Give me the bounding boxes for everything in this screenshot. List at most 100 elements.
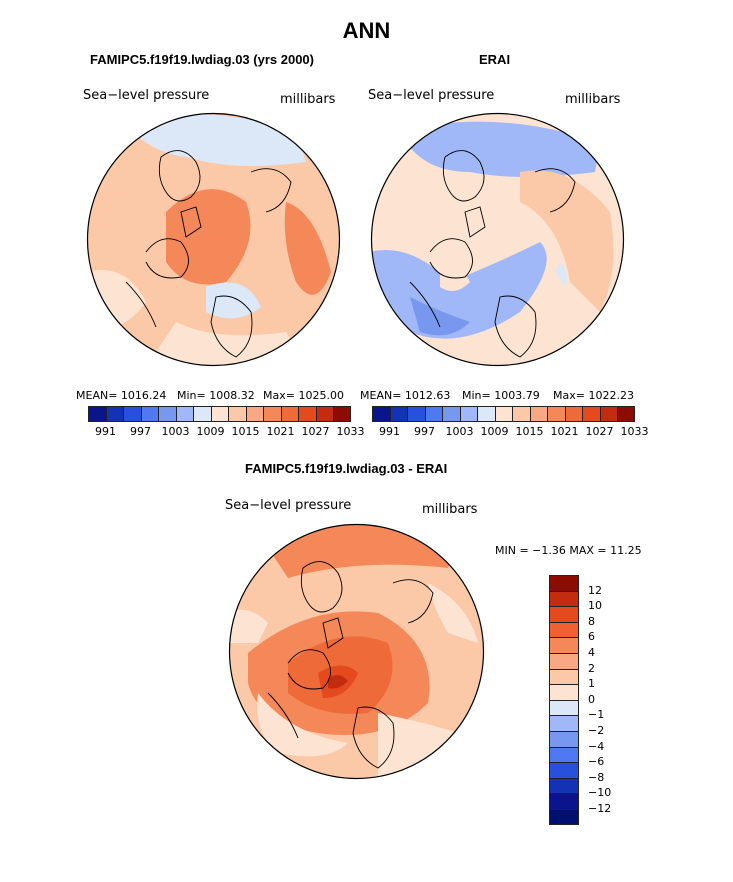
colorbar-swatch (549, 652, 579, 669)
colorbar-swatch (88, 406, 106, 422)
colorbar-swatch (228, 406, 246, 422)
colorbar-tick-label: 4 (588, 646, 595, 659)
diff-panel-units: millibars (422, 502, 478, 517)
colorbar-swatch (549, 684, 579, 700)
diff-panel-title: FAMIPC5.f19f19.lwdiag.03 - ERAI (245, 461, 448, 476)
colorbar-swatch (494, 406, 512, 422)
colorbar-tick-label: 997 (414, 425, 435, 438)
colorbar-tick-label: 991 (379, 425, 400, 438)
colorbar-tick-label: 10 (588, 599, 602, 613)
colorbar-swatch (459, 406, 477, 422)
colorbar-tick-label: 1027 (301, 425, 330, 438)
colorbar-swatch (407, 406, 425, 422)
right-mean-stat: MEAN= 1012.63 (360, 389, 451, 402)
colorbar-swatch (582, 406, 600, 422)
colorbar-swatch (617, 406, 635, 422)
colorbar-swatch (549, 777, 579, 794)
colorbar-tick-label: 1015 (515, 425, 544, 438)
colorbar-swatch (599, 406, 617, 422)
colorbar-tick-label: 1021 (550, 425, 579, 438)
colorbar-swatch (549, 590, 579, 607)
colorbar-tick-label: −8 (588, 770, 605, 784)
colorbar-swatch (512, 406, 530, 422)
colorbar-swatch (549, 621, 579, 638)
colorbar-swatch (547, 406, 565, 422)
colorbar-tick-label: 1009 (480, 425, 509, 438)
left-max-stat: Max= 1025.00 (263, 389, 344, 402)
colorbar-tick-label: 1027 (585, 425, 614, 438)
colorbar-tick-label: 8 (588, 614, 595, 628)
colorbar-swatch (549, 793, 579, 809)
right-panel-variable: Sea−level pressure (368, 88, 495, 103)
colorbar-swatch (549, 762, 579, 778)
colorbar-tick-label: 1015 (231, 425, 260, 438)
left-panel-case-title: FAMIPC5.f19f19.lwdiag.03 (yrs 2000) (90, 52, 314, 67)
diff-min-max-stat: MIN = −1.36 MAX = 11.25 (495, 544, 642, 557)
colorbar-tick-label: 1033 (336, 425, 365, 438)
left-mean-stat: MEAN= 1016.24 (76, 389, 167, 402)
colorbar-swatch (564, 406, 582, 422)
colorbar-swatch (389, 406, 407, 422)
colorbar-tick-label: −6 (588, 755, 605, 769)
colorbar-swatch (193, 406, 211, 422)
colorbar-swatch (549, 575, 579, 591)
right-colorbar (372, 406, 635, 422)
right-colorbar-labels: 991 997 1003 1009 1015 1021 1027 1033 (372, 425, 649, 439)
colorbar-swatch (372, 406, 390, 422)
colorbar-swatch (298, 406, 316, 422)
colorbar-tick-label: 1003 (445, 425, 474, 438)
colorbar-tick-label: 1021 (266, 425, 295, 438)
colorbar-swatch (175, 406, 193, 422)
right-panel-units: millibars (565, 92, 621, 107)
colorbar-tick-label: 1033 (620, 425, 649, 438)
colorbar-tick-label: 991 (95, 425, 116, 438)
colorbar-swatch (263, 406, 281, 422)
colorbar-swatch (245, 406, 263, 422)
colorbar-tick-label: −1 (588, 708, 605, 722)
colorbar-swatch (424, 406, 442, 422)
colorbar-tick-label: −2 (588, 724, 605, 737)
colorbar-tick-label: 1003 (161, 425, 190, 438)
right-panel-case-title: ERAI (479, 52, 511, 67)
colorbar-swatch (549, 606, 579, 622)
colorbar-tick-label: 6 (588, 630, 595, 644)
colorbar-swatch (158, 406, 176, 422)
colorbar-swatch (140, 406, 158, 422)
colorbar-swatch (549, 637, 579, 653)
colorbar-swatch (549, 746, 579, 763)
right-min-stat: Min= 1003.79 (462, 389, 540, 402)
colorbar-swatch (210, 406, 228, 422)
colorbar-swatch (549, 699, 579, 716)
colorbar-tick-label: 997 (130, 425, 151, 438)
figure-title: ANN (342, 18, 391, 43)
colorbar-swatch (549, 730, 579, 747)
colorbar-tick-label: −10 (588, 786, 612, 800)
diff-polar-map (228, 523, 485, 780)
colorbar-swatch (549, 715, 579, 731)
colorbar-swatch (315, 406, 333, 422)
left-colorbar (88, 406, 351, 422)
colorbar-tick-label: 1009 (196, 425, 225, 438)
diff-panel-variable: Sea−level pressure (225, 498, 352, 513)
colorbar-tick-label: 1 (588, 677, 595, 691)
colorbar-tick-label: 12 (588, 583, 602, 597)
colorbar-tick-label: −4 (588, 739, 605, 753)
colorbar-swatch (280, 406, 298, 422)
colorbar-swatch (442, 406, 460, 422)
colorbar-swatch (549, 668, 579, 685)
left-polar-map (86, 112, 341, 367)
left-panel-variable: Sea−level pressure (83, 88, 210, 103)
colorbar-tick-label: 0 (588, 692, 595, 706)
right-polar-map (370, 112, 625, 367)
colorbar-tick-label: 2 (588, 661, 595, 675)
colorbar-swatch (105, 406, 123, 422)
diff-colorbar (549, 575, 579, 825)
left-panel-units: millibars (280, 92, 336, 107)
colorbar-swatch (333, 406, 351, 422)
left-min-stat: Min= 1008.32 (177, 389, 255, 402)
left-colorbar-labels: 991 997 1003 1009 1015 1021 1027 1033 (88, 425, 365, 439)
colorbar-swatch (123, 406, 141, 422)
colorbar-swatch (529, 406, 547, 422)
right-max-stat: Max= 1022.23 (553, 389, 634, 402)
colorbar-swatch (477, 406, 495, 422)
